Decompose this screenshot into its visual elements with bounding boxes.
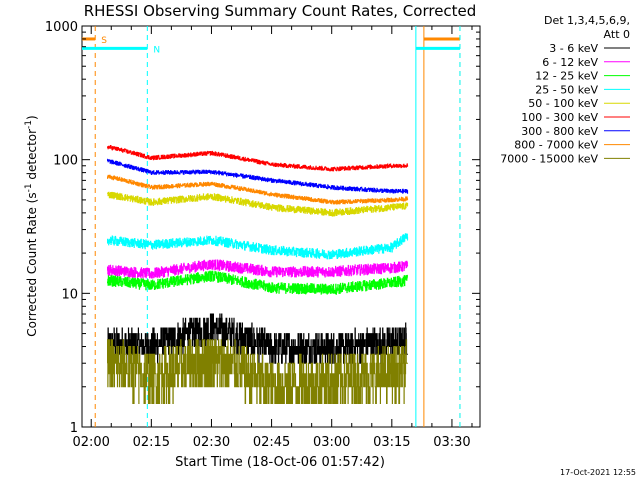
x-tick-label: 02:45 xyxy=(253,435,290,450)
legend-entry-label: 800 - 7000 keV xyxy=(514,139,598,152)
night-label: N xyxy=(153,45,160,55)
x-tick-label: 02:30 xyxy=(193,435,230,450)
legend-header-line-2: Att 0 xyxy=(604,28,630,41)
series-line xyxy=(107,174,409,205)
series-line xyxy=(107,270,408,295)
x-tick-label: 02:00 xyxy=(72,435,109,450)
series-lines xyxy=(107,145,409,404)
x-axis-label: Start Time (18-Oct-06 01:57:42) xyxy=(175,455,385,470)
series-line xyxy=(107,313,408,364)
y-tick-label: 10 xyxy=(61,287,78,302)
series-line xyxy=(107,191,409,217)
series-line xyxy=(107,339,408,404)
x-tick-label: 02:15 xyxy=(133,435,170,450)
x-tick-label: 03:15 xyxy=(373,435,410,450)
legend-entry-label: 50 - 100 keV xyxy=(528,97,598,110)
y-axis-label-sup1: -1 xyxy=(24,183,34,192)
x-tick-label: 03:00 xyxy=(313,435,350,450)
y-axis-label-end: ) xyxy=(25,115,39,120)
series-line xyxy=(107,233,409,260)
y-tick-label: 1 xyxy=(70,421,78,436)
legend-entry-label: 6 - 12 keV xyxy=(542,56,598,69)
y-axis-label-sup2: -1 xyxy=(24,120,34,129)
legend-entry-label: 7000 - 15000 keV xyxy=(500,152,598,165)
y-tick-label: 1000 xyxy=(45,20,78,35)
chart-title: RHESSI Observing Summary Count Rates, Co… xyxy=(84,2,477,20)
legend-header-line-1: Det 1,3,4,5,6,9, xyxy=(544,14,630,27)
legend-entry-label: 3 - 6 keV xyxy=(549,42,598,55)
series-line xyxy=(107,259,409,279)
legend-entry-label: 100 - 300 keV xyxy=(521,111,598,124)
x-tick-label: 03:30 xyxy=(433,435,470,450)
legend-entry-label: 12 - 25 keV xyxy=(535,70,598,83)
y-axis-ticks: 1 10 100 1000 xyxy=(45,20,480,436)
y-axis-label-mid: detector xyxy=(25,129,39,184)
plot-frame xyxy=(81,25,481,428)
series-line xyxy=(107,145,409,172)
legend-entry-label: 25 - 50 keV xyxy=(535,83,598,96)
x-axis-ticks: 02:00 02:15 02:30 02:45 03:00 03:15 03:30 xyxy=(72,26,473,450)
attenuator-markers: SN xyxy=(82,26,461,427)
footer-timestamp: 17-Oct-2021 12:55 xyxy=(560,468,636,477)
y-axis-label-main: Corrected Count Rate (s xyxy=(25,192,39,336)
plot-area: SN 02:00 02:15 02:30 02:45 03:00 03:15 03:30 1… xyxy=(45,20,481,450)
saa-label: S xyxy=(101,36,107,46)
y-axis-label: Corrected Count Rate (s-1 detector-1) xyxy=(24,115,39,336)
y-tick-label: 100 xyxy=(53,154,78,169)
legend-entry-label: 300 - 800 keV xyxy=(521,125,598,138)
series-line xyxy=(107,158,409,194)
